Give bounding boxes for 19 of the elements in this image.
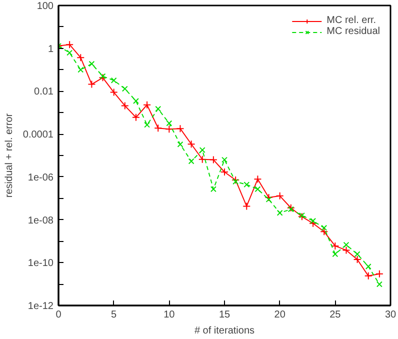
x-tick-label: 0 (56, 310, 62, 320)
y-tick-label: 1e-10 (28, 258, 54, 270)
legend-label: MC residual (326, 26, 380, 37)
y-tick-label: 1e-06 (28, 172, 54, 184)
y-tick-label: 1 (48, 44, 54, 55)
y-tick-label: 100 (36, 1, 54, 12)
y-tick-label: 0.0001 (22, 130, 54, 141)
x-tick-label: 15 (218, 310, 230, 320)
x-tick-label: 5 (111, 310, 118, 320)
x-tick-label: 20 (274, 310, 286, 320)
x-axis-title: # of iterations (194, 326, 255, 336)
y-tick-label: 0.01 (34, 86, 54, 98)
x-tick-label: 25 (330, 310, 342, 320)
legend-label: MC rel. err. (326, 15, 376, 26)
y-tick-label: 1e-12 (28, 301, 54, 312)
y-axis-title: residual + rel. error (4, 112, 15, 198)
x-tick-label: 10 (164, 310, 176, 320)
x-tick-label: 30 (384, 310, 396, 320)
y-tick-label: 1e-08 (28, 215, 54, 226)
